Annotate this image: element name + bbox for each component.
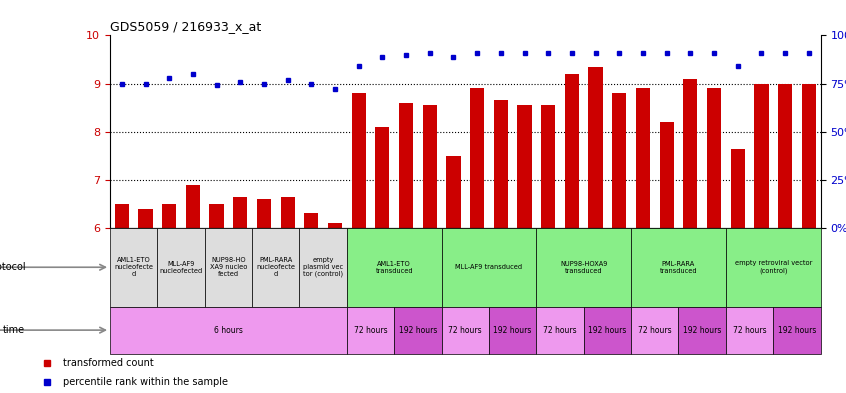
Text: protocol: protocol: [0, 262, 25, 272]
Bar: [162, 204, 176, 228]
Text: 72 hours: 72 hours: [638, 326, 672, 334]
Bar: [139, 209, 152, 228]
Bar: [726, 228, 821, 307]
Text: MLL-AF9 transduced: MLL-AF9 transduced: [455, 264, 523, 270]
Text: 192 hours: 192 hours: [588, 326, 627, 334]
Bar: [394, 307, 442, 354]
Bar: [352, 93, 365, 228]
Bar: [536, 307, 584, 354]
Bar: [447, 156, 460, 228]
Bar: [210, 204, 223, 228]
Bar: [423, 105, 437, 228]
Bar: [257, 199, 271, 228]
Text: GDS5059 / 216933_x_at: GDS5059 / 216933_x_at: [110, 20, 261, 33]
Bar: [470, 88, 484, 228]
Bar: [347, 307, 394, 354]
Text: 72 hours: 72 hours: [354, 326, 387, 334]
Text: empty retroviral vector
(control): empty retroviral vector (control): [734, 261, 812, 274]
Bar: [773, 307, 821, 354]
Bar: [347, 228, 442, 307]
Bar: [613, 93, 626, 228]
Text: PML-RARA
transduced: PML-RARA transduced: [660, 261, 697, 274]
Text: MLL-AF9
nucleofected: MLL-AF9 nucleofected: [159, 261, 203, 274]
Bar: [299, 228, 347, 307]
Bar: [399, 103, 413, 228]
Text: 192 hours: 192 hours: [493, 326, 532, 334]
Bar: [636, 88, 650, 228]
Text: 192 hours: 192 hours: [398, 326, 437, 334]
Bar: [731, 149, 744, 228]
Text: percentile rank within the sample: percentile rank within the sample: [63, 377, 228, 387]
Bar: [442, 307, 489, 354]
Bar: [778, 83, 792, 228]
Bar: [157, 228, 205, 307]
Text: AML1-ETO
nucleofecte
d: AML1-ETO nucleofecte d: [114, 257, 153, 277]
Bar: [305, 213, 318, 228]
Bar: [489, 307, 536, 354]
Text: 72 hours: 72 hours: [543, 326, 577, 334]
Text: empty
plasmid vec
tor (control): empty plasmid vec tor (control): [303, 257, 343, 277]
Text: time: time: [3, 325, 25, 335]
Bar: [802, 83, 816, 228]
Bar: [755, 83, 768, 228]
Bar: [205, 228, 252, 307]
Text: NUP98-HO
XA9 nucleo
fected: NUP98-HO XA9 nucleo fected: [210, 257, 247, 277]
Text: AML1-ETO
transduced: AML1-ETO transduced: [376, 261, 413, 274]
Bar: [584, 307, 631, 354]
Bar: [186, 185, 200, 228]
Bar: [442, 228, 536, 307]
Bar: [376, 127, 389, 228]
Bar: [541, 105, 555, 228]
Bar: [518, 105, 531, 228]
Text: transformed count: transformed count: [63, 358, 153, 367]
Bar: [115, 204, 129, 228]
Bar: [678, 307, 726, 354]
Text: 192 hours: 192 hours: [777, 326, 816, 334]
Bar: [631, 228, 726, 307]
Bar: [110, 228, 157, 307]
Text: 72 hours: 72 hours: [733, 326, 766, 334]
Bar: [565, 74, 579, 228]
Bar: [281, 196, 294, 228]
Bar: [252, 228, 299, 307]
Text: 6 hours: 6 hours: [214, 326, 243, 334]
Bar: [589, 67, 602, 228]
Text: 192 hours: 192 hours: [683, 326, 722, 334]
Text: NUP98-HOXA9
transduced: NUP98-HOXA9 transduced: [560, 261, 607, 274]
Bar: [110, 307, 347, 354]
Bar: [707, 88, 721, 228]
Bar: [494, 100, 508, 228]
Text: 72 hours: 72 hours: [448, 326, 482, 334]
Bar: [328, 223, 342, 228]
Bar: [233, 196, 247, 228]
Text: PML-RARA
nucleofecte
d: PML-RARA nucleofecte d: [256, 257, 295, 277]
Bar: [726, 307, 773, 354]
Bar: [660, 122, 673, 228]
Bar: [536, 228, 631, 307]
Bar: [631, 307, 678, 354]
Bar: [684, 79, 697, 228]
